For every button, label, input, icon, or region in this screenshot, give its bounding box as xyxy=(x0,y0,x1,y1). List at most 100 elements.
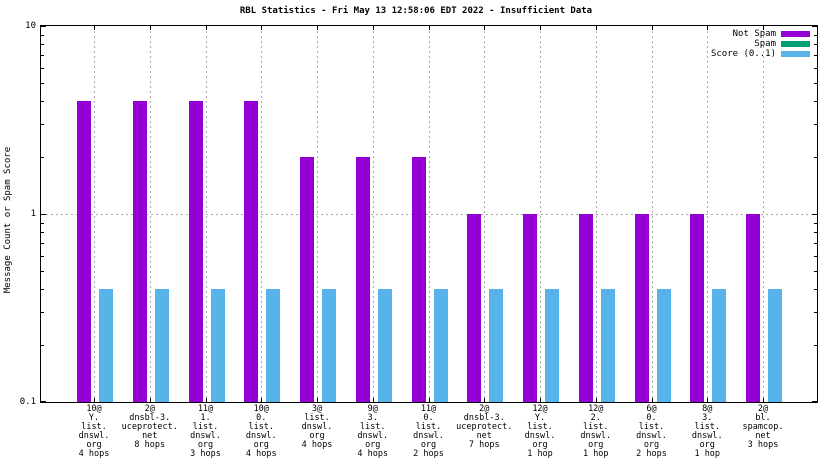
x-tick-label: 11@ 1. list. dnswl. org 3 hops xyxy=(158,405,254,459)
x-tick-label-line: 2@ xyxy=(757,404,769,414)
bar-score-0-1 xyxy=(657,289,671,402)
x-tick-label-line: org xyxy=(588,440,604,450)
bar-score-0-1 xyxy=(99,289,113,402)
bar-not-spam xyxy=(412,157,426,402)
x-tick-label-line: 2 hops xyxy=(636,449,667,459)
x-tick-label-line: dnsbl-3. xyxy=(129,413,171,423)
bar-not-spam xyxy=(579,214,593,402)
x-tick-label-line: 8@ xyxy=(702,404,713,414)
x-tick-top xyxy=(205,26,207,30)
x-tick-label-line: list. xyxy=(694,422,721,432)
y-minor-tick-left xyxy=(41,223,44,224)
x-tick-label-line: 3. xyxy=(702,413,713,423)
x-tick-label-line: 6@ xyxy=(646,404,657,414)
x-tick-label: 11@ 0. list. dnswl. org 2 hops xyxy=(381,405,477,459)
x-tick-label-line: list. xyxy=(582,422,609,432)
x-tick-label-line: list. xyxy=(304,413,330,423)
x-tick-bottom xyxy=(651,398,653,402)
bar-not-spam xyxy=(690,214,704,402)
y-tick-label: 0.1 xyxy=(19,397,36,407)
y-minor-tick-right xyxy=(814,271,817,272)
x-tick-label-line: org xyxy=(643,440,660,450)
x-tick-label-line: list. xyxy=(359,422,386,432)
y-minor-tick-right xyxy=(814,83,817,84)
x-tick-label-line: list. xyxy=(638,422,665,432)
y-minor-tick-right xyxy=(814,157,817,158)
x-tick-label: 10@ Y. list. dnswl. org 4 hops xyxy=(46,405,142,459)
y-minor-tick-left xyxy=(41,256,44,257)
x-tick-label: 2@ dnsbl-3. uceprotect. net 8 hops xyxy=(102,405,198,450)
x-tick-bottom xyxy=(372,398,374,402)
x-tick-top xyxy=(707,26,709,30)
legend-item: Not Spam xyxy=(711,29,810,39)
y-minor-tick-left xyxy=(41,312,44,313)
x-tick-label-line: 11@ xyxy=(197,404,214,414)
x-tick-label-line: uceprotect. xyxy=(456,422,513,432)
bar-score-0-1 xyxy=(489,289,503,402)
x-tick-label-line: 7 hops xyxy=(468,440,500,450)
y-minor-tick-right xyxy=(814,44,817,45)
x-tick-label-line: uceprotect. xyxy=(121,422,178,432)
x-tick-bottom xyxy=(94,398,95,402)
x-tick-label-line: dnswl. xyxy=(524,431,556,441)
x-tick-label-line: 2@ xyxy=(479,404,490,414)
x-tick-label-line: org xyxy=(197,440,214,450)
y-major-tick-left xyxy=(41,26,46,27)
x-tick-label-line: 4 hops xyxy=(78,449,110,459)
y-minor-tick-left xyxy=(41,68,44,69)
y-minor-tick-right xyxy=(814,232,817,233)
y-minor-tick-right xyxy=(814,35,817,36)
x-tick-label-line: dnswl. xyxy=(245,431,277,441)
y-minor-tick-right xyxy=(814,223,817,224)
x-tick-label-line: 2. xyxy=(590,413,601,423)
x-tick-top xyxy=(595,26,597,30)
bar-score-0-1 xyxy=(322,289,336,402)
bar-score-0-1 xyxy=(712,289,726,402)
y-minor-tick-left xyxy=(41,101,44,102)
x-tick-label-line: dnswl. xyxy=(190,431,221,441)
x-tick-label: 6@ 0. list. dnswl. org 2 hops xyxy=(604,405,700,459)
x-tick-label-line: 8 hops xyxy=(134,440,166,450)
x-tick-label: 2@ bl. spamcop. net 3 hops xyxy=(715,405,811,450)
y-minor-tick-left xyxy=(41,157,44,158)
x-tick-label-line: dnswl. xyxy=(357,431,389,441)
y-axis-label: Message Count or Spam Score xyxy=(3,146,13,294)
x-tick-label-line: dnswl. xyxy=(301,422,333,432)
x-tick-label: 3@ list. dnswl. org 4 hops xyxy=(269,405,365,450)
y-major-tick-right xyxy=(812,214,817,215)
legend-label: Not Spam xyxy=(732,29,776,39)
x-tick-label-line: list. xyxy=(527,422,553,432)
y-minor-tick-right xyxy=(814,55,817,56)
x-tick-top xyxy=(484,26,486,30)
chart-title: RBL Statistics - Fri May 13 12:58:06 EDT… xyxy=(239,6,593,16)
y-minor-tick-right xyxy=(814,124,817,125)
x-tick-bottom xyxy=(428,398,430,402)
x-tick-label-line: 0. xyxy=(646,413,657,423)
x-tick-bottom xyxy=(205,398,207,402)
x-tick-label-line: 2 hops xyxy=(413,449,444,459)
x-tick-label-line: Y. xyxy=(534,413,546,423)
x-tick-bottom xyxy=(763,398,764,402)
x-tick-label-line: net xyxy=(142,431,158,441)
y-minor-tick-left xyxy=(41,271,44,272)
bar-not-spam xyxy=(300,157,314,402)
y-minor-tick-right xyxy=(814,289,817,290)
y-minor-tick-right xyxy=(814,256,817,257)
bar-score-0-1 xyxy=(378,289,392,402)
x-tick-label: 8@ 3. list. dnswl. org 1 hop xyxy=(659,405,755,459)
y-minor-tick-left xyxy=(41,345,44,346)
bar-not-spam xyxy=(244,101,258,402)
x-tick-label-line: net xyxy=(476,431,492,441)
x-tick-label-line: org xyxy=(420,440,437,450)
x-tick-label-line: 1 hop xyxy=(527,449,553,459)
y-minor-tick-left xyxy=(41,124,44,125)
x-tick-top xyxy=(651,26,653,30)
y-minor-tick-right xyxy=(814,345,817,346)
y-tick-label: 10 xyxy=(25,21,36,31)
x-tick-top xyxy=(428,26,430,30)
x-tick-label-line: 10@ xyxy=(253,404,269,414)
y-minor-tick-left xyxy=(41,289,44,290)
x-tick-label-line: org xyxy=(309,431,325,441)
x-tick-top xyxy=(540,26,541,30)
